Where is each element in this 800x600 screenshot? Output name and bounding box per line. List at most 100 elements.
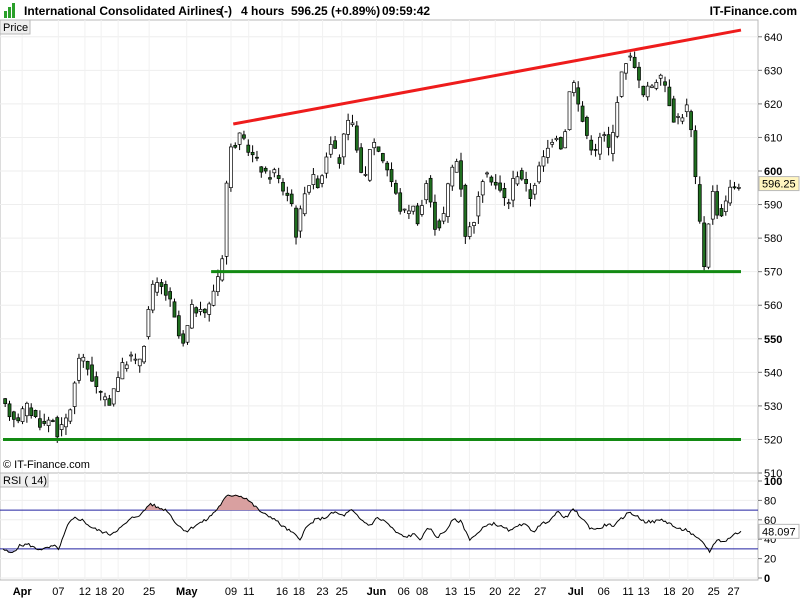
x-tick-label: 13 bbox=[445, 586, 457, 598]
rsi-y-tick-label: 20 bbox=[764, 554, 776, 566]
candle-body bbox=[29, 407, 34, 416]
x-tick-label: 25 bbox=[336, 586, 348, 598]
candle-body bbox=[350, 122, 355, 125]
candle-body bbox=[172, 301, 177, 318]
candle-body bbox=[433, 201, 437, 230]
candle-body bbox=[715, 191, 719, 216]
x-tick-label: 18 bbox=[293, 586, 305, 598]
candle-body bbox=[16, 417, 21, 422]
price-panel: Price © IT-Finance.com 510 520 530 540 550 56… bbox=[0, 19, 800, 480]
candle-body bbox=[68, 409, 73, 422]
candle-body bbox=[155, 282, 159, 293]
x-tick-label: 06 bbox=[598, 586, 610, 598]
candle-body bbox=[407, 210, 411, 214]
candle-body bbox=[411, 205, 416, 212]
candle-body bbox=[302, 193, 307, 215]
candle-body bbox=[20, 408, 25, 422]
rsi-last-tag: 48.097 bbox=[758, 523, 800, 539]
candle-body bbox=[537, 165, 542, 183]
candle-body bbox=[736, 187, 741, 189]
candle-body bbox=[554, 137, 559, 141]
price-y-tick-label: 550 bbox=[764, 334, 782, 346]
candle-body bbox=[489, 176, 494, 183]
x-tick-label: 12 bbox=[79, 586, 91, 598]
candle-body bbox=[94, 376, 99, 387]
candle-body bbox=[103, 396, 107, 401]
candle-body bbox=[64, 417, 68, 428]
x-tick-label: 25 bbox=[708, 586, 720, 598]
candle-body bbox=[194, 307, 199, 314]
candle-body bbox=[645, 85, 650, 98]
candle-body bbox=[81, 356, 86, 362]
price-y-tick-label: 600 bbox=[764, 166, 782, 178]
candle-body bbox=[202, 308, 207, 314]
candle-body bbox=[33, 410, 38, 417]
candle-body bbox=[593, 149, 598, 151]
candle-body bbox=[446, 183, 450, 217]
rsi-label-box bbox=[0, 472, 49, 488]
price-y-tick-label: 570 bbox=[764, 267, 782, 279]
candle-body bbox=[359, 147, 364, 173]
candle-body bbox=[224, 182, 229, 257]
candle-body bbox=[441, 213, 446, 222]
price-y-tick-label: 590 bbox=[764, 200, 782, 212]
rsi-panel-label: RSI ( 14) bbox=[3, 475, 47, 487]
x-tick-label: 22 bbox=[508, 586, 520, 598]
candle-body bbox=[671, 98, 676, 123]
candle-body bbox=[163, 284, 168, 296]
candle-body bbox=[611, 132, 615, 154]
candle-body bbox=[532, 184, 537, 195]
candle-body bbox=[363, 173, 368, 176]
candle-body bbox=[233, 144, 238, 148]
candle-body bbox=[602, 134, 607, 137]
candle-body bbox=[493, 181, 498, 186]
candle-body bbox=[120, 362, 125, 380]
candle-body bbox=[454, 161, 459, 173]
candle-body bbox=[402, 208, 407, 211]
candle-body bbox=[46, 419, 51, 426]
price-y-tick-label: 560 bbox=[764, 300, 782, 312]
candle-body bbox=[428, 177, 433, 203]
header-brand: IT-Finance.com bbox=[710, 4, 797, 18]
candle-body bbox=[628, 55, 633, 58]
candle-body bbox=[72, 382, 77, 407]
candle-body bbox=[606, 134, 611, 148]
candle-body bbox=[485, 172, 489, 175]
candle-body bbox=[732, 186, 737, 189]
candle-body bbox=[98, 390, 103, 393]
candle-body bbox=[259, 166, 264, 173]
candle-body bbox=[198, 309, 203, 312]
candle-body bbox=[328, 144, 333, 155]
candle-body bbox=[185, 325, 190, 343]
price-candles bbox=[3, 51, 741, 443]
x-tick-label: 16 bbox=[276, 586, 288, 598]
candle-body bbox=[563, 131, 568, 149]
candle-body bbox=[255, 156, 259, 159]
candle-body bbox=[420, 205, 424, 215]
candle-body bbox=[680, 117, 685, 122]
price-y-tick-label: 520 bbox=[764, 434, 782, 446]
candle-body bbox=[242, 134, 246, 139]
x-tick-label: 06 bbox=[398, 586, 410, 598]
candle-body bbox=[654, 82, 659, 89]
x-tick-label: 11 bbox=[243, 586, 254, 598]
price-label-box bbox=[0, 19, 31, 35]
candle-body bbox=[524, 179, 528, 184]
candle-body bbox=[250, 151, 255, 156]
x-tick-label: 13 bbox=[637, 586, 649, 598]
x-tick-label: 20 bbox=[682, 586, 694, 598]
candle-body bbox=[415, 205, 420, 225]
candle-body bbox=[59, 424, 64, 430]
header-timeframe: 4 hours bbox=[241, 4, 285, 18]
candle-body bbox=[146, 309, 151, 338]
candle-body bbox=[667, 86, 672, 107]
candle-body bbox=[389, 169, 394, 183]
candle-body bbox=[294, 207, 298, 238]
candle-body bbox=[697, 184, 702, 222]
candle-body bbox=[137, 358, 142, 367]
candle-body bbox=[585, 116, 589, 136]
x-tick-label: 18 bbox=[663, 586, 675, 598]
candle-body bbox=[25, 402, 29, 417]
